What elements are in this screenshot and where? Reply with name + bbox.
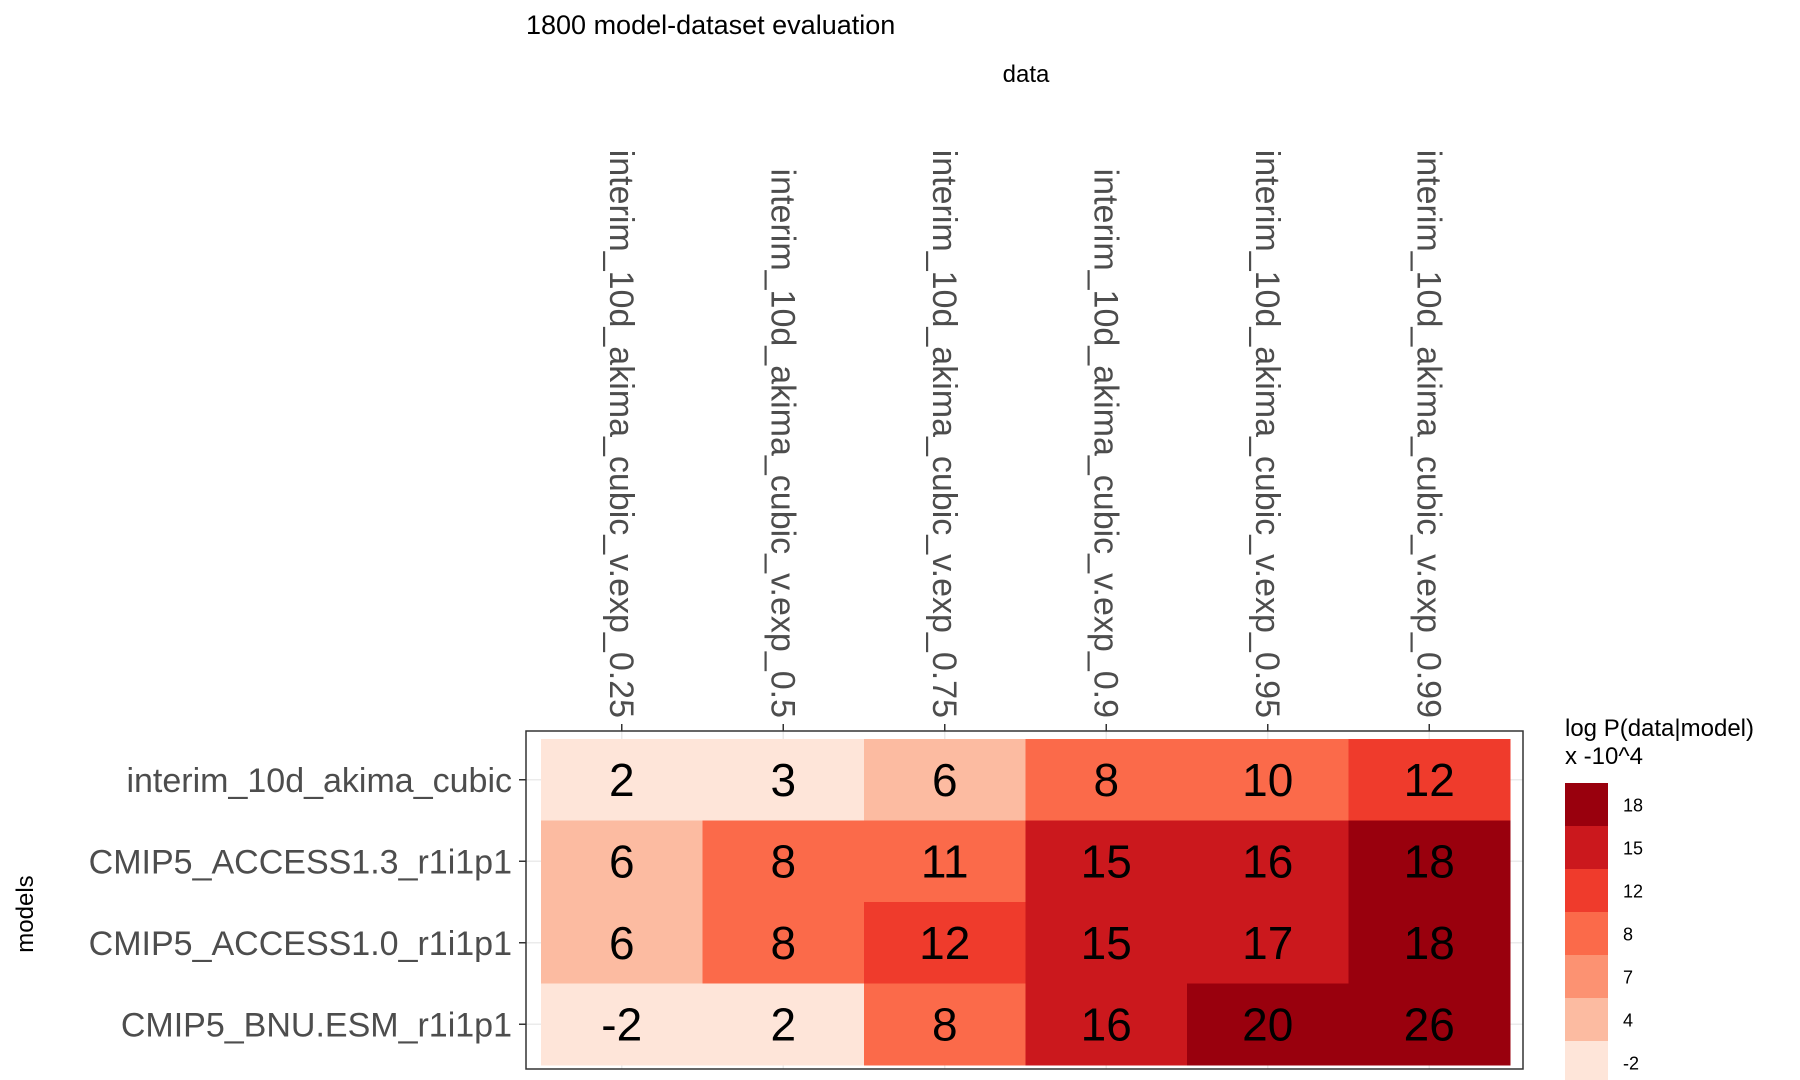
cell-value-label: 2 — [770, 998, 796, 1050]
cell-value-label: 15 — [1081, 917, 1132, 969]
y-tick-label: interim_10d_akima_cubic — [126, 762, 512, 800]
x-tick-label: interim_10d_akima_cubic_v.exp_0.95 — [1248, 150, 1286, 718]
legend-key — [1565, 955, 1608, 999]
cell-value-label: 26 — [1404, 998, 1455, 1050]
legend-title-line1: log P(data|model) — [1565, 715, 1754, 742]
legend-key — [1565, 1041, 1608, 1080]
x-tick-label: interim_10d_akima_cubic_v.exp_0.99 — [1409, 150, 1447, 718]
heatmap-cell — [864, 820, 1026, 903]
y-axis-ticks: interim_10d_akima_cubic CMIP5_ACCESS1.3_r… — [89, 762, 526, 1044]
heatmap-cell — [1025, 983, 1188, 1066]
cell-value-label: 17 — [1242, 917, 1293, 969]
cell-value-label: -2 — [601, 998, 642, 1050]
heatmap-cell — [702, 902, 865, 984]
legend-key — [1565, 998, 1608, 1042]
x-tick-label: interim_10d_akima_cubic_v.exp_0.9 — [1086, 169, 1124, 718]
legend-label: 12 — [1623, 882, 1643, 902]
cell-value-label: 6 — [609, 917, 635, 969]
heatmap-cell — [1025, 820, 1188, 903]
cell-value-label: 18 — [1404, 917, 1455, 969]
heatmap-cell — [864, 739, 1026, 821]
heatmap-cell — [864, 902, 1026, 984]
heatmap-cell — [1348, 739, 1511, 821]
legend-key — [1565, 912, 1608, 956]
cell-value-label: 3 — [770, 754, 796, 806]
chart-title: 1800 model-dataset evaluation — [526, 10, 895, 40]
legend-label: 7 — [1623, 968, 1633, 988]
heatmap-cell — [541, 902, 703, 984]
legend-label: 15 — [1623, 839, 1643, 859]
heatmap-cell — [1187, 983, 1349, 1066]
legend-label: 4 — [1623, 1011, 1633, 1031]
y-axis-title: models — [12, 875, 39, 952]
legend-title-line2: x -10^4 — [1565, 743, 1643, 770]
y-tick-label: CMIP5_ACCESS1.3_r1i1p1 — [89, 843, 512, 881]
cell-value-label: 6 — [932, 754, 958, 806]
cell-value-label: 20 — [1242, 998, 1293, 1050]
x-tick-label: interim_10d_akima_cubic_v.exp_0.5 — [763, 169, 801, 718]
legend-label: 18 — [1623, 796, 1643, 816]
legend-key — [1565, 826, 1608, 870]
heatmap-cell — [1348, 902, 1511, 984]
cell-value-label: 12 — [1404, 754, 1455, 806]
cell-value-label: 11 — [921, 835, 969, 887]
cell-value-label: 8 — [1093, 754, 1119, 806]
legend-label: -2 — [1623, 1054, 1639, 1074]
heatmap-cell — [1187, 902, 1349, 984]
legend-label: 8 — [1623, 925, 1633, 945]
x-tick-label: interim_10d_akima_cubic_v.exp_0.75 — [925, 150, 963, 718]
cell-value-label: 8 — [770, 917, 796, 969]
heatmap-cell — [541, 820, 703, 903]
cell-value-label: 12 — [919, 917, 970, 969]
cell-value-label: 8 — [770, 835, 796, 887]
heatmap-cell — [702, 739, 865, 821]
legend: log P(data|model) x -10^4 18 15 12 8 7 4 -2 — [1565, 715, 1754, 1080]
heatmap-cell — [702, 820, 865, 903]
heatmap-cell — [1025, 902, 1188, 984]
heatmap-cell-labels: 2 3 6 8 10 12 6 8 11 15 16 18 6 8 12 15 17 18 -2 2 8 16 20 26 — [601, 754, 1455, 1051]
heatmap-cell — [541, 983, 703, 1066]
heatmap-cell — [864, 983, 1026, 1066]
heatmap-cell — [1348, 820, 1511, 903]
heatmap-cell — [1348, 983, 1511, 1066]
cell-value-label: 2 — [609, 754, 635, 806]
cell-value-label: 15 — [1081, 835, 1132, 887]
x-axis-ticks: interim_10d_akima_cubic_v.exp_0.25 interi… — [602, 150, 1447, 731]
y-tick-label: CMIP5_BNU.ESM_r1i1p1 — [121, 1006, 512, 1044]
cell-value-label: 16 — [1242, 835, 1293, 887]
heatmap-cell — [1025, 739, 1188, 821]
heatmap-cells — [541, 739, 1511, 1066]
panel-border — [525, 730, 1524, 1070]
heatmap-cell — [1187, 820, 1349, 903]
cell-value-label: 8 — [932, 998, 958, 1050]
x-tick-label: interim_10d_akima_cubic_v.exp_0.25 — [602, 150, 640, 718]
heatmap-cell — [1187, 739, 1349, 821]
x-axis-title: data — [1003, 61, 1050, 88]
heatmap-cell — [702, 983, 865, 1066]
cell-value-label: 16 — [1081, 998, 1132, 1050]
heatmap-cell — [541, 739, 703, 821]
cell-value-label: 10 — [1242, 754, 1293, 806]
y-tick-label: CMIP5_ACCESS1.0_r1i1p1 — [89, 925, 512, 963]
legend-key — [1565, 869, 1608, 913]
cell-value-label: 6 — [609, 835, 635, 887]
legend-key — [1565, 783, 1608, 827]
cell-value-label: 18 — [1404, 835, 1455, 887]
